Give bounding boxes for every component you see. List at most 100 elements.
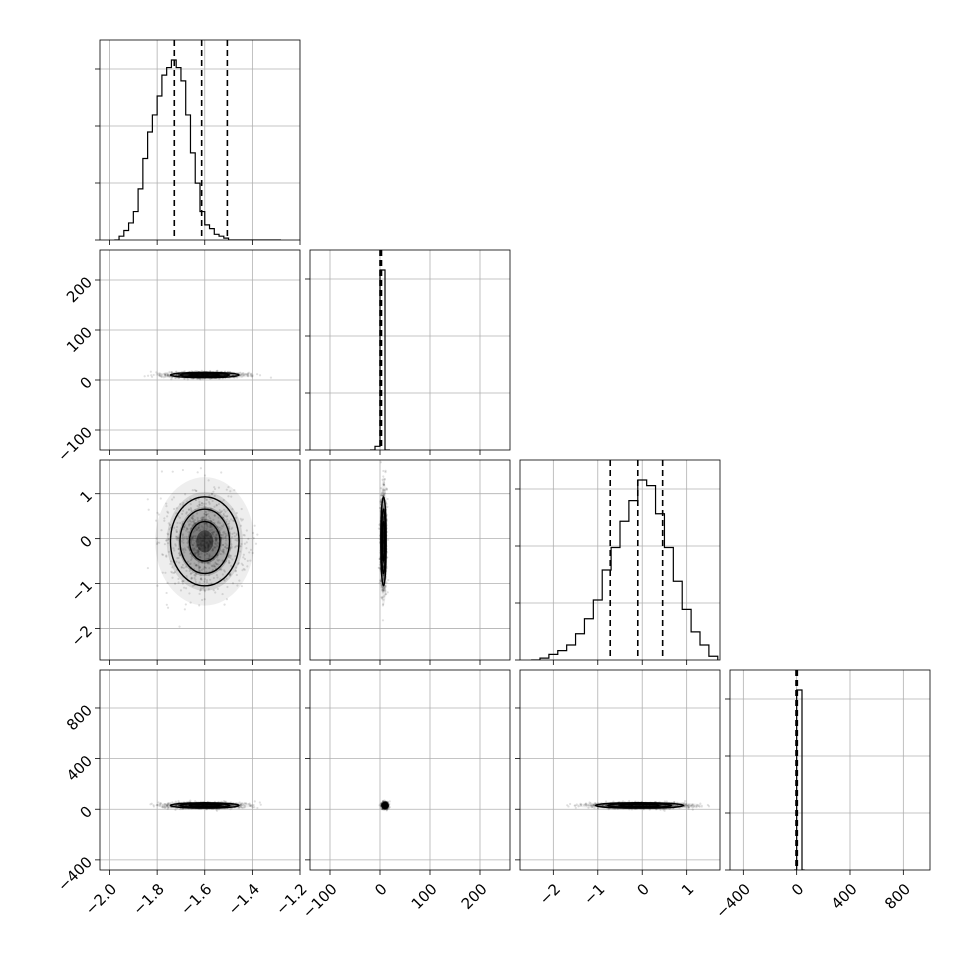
x-tick-label: −100 <box>299 880 341 922</box>
sample-point <box>236 537 239 540</box>
sample-point <box>251 375 254 378</box>
density-level-4 <box>382 530 385 553</box>
sample-point <box>381 589 384 592</box>
sample-point <box>171 498 174 501</box>
sample-point <box>178 552 181 555</box>
sample-point <box>191 571 194 574</box>
sample-point <box>166 807 169 811</box>
sample-point <box>160 373 163 376</box>
x-tick-label: 100 <box>408 880 441 913</box>
sample-point <box>222 514 225 517</box>
sample-point <box>205 542 208 545</box>
sample-point <box>212 565 215 568</box>
sample-point <box>201 519 204 522</box>
sample-point <box>193 573 196 577</box>
sample-point <box>387 807 390 810</box>
sample-point <box>167 803 170 806</box>
sample-point <box>205 557 208 560</box>
sample-point <box>200 552 203 555</box>
sample-point <box>243 542 246 545</box>
sample-point <box>169 806 173 809</box>
sample-point <box>214 539 217 542</box>
sample-point <box>189 503 192 506</box>
x-tick-label: −2.0 <box>82 880 120 918</box>
sample-point <box>199 588 202 592</box>
sample-point <box>198 550 201 553</box>
sample-point <box>212 518 215 521</box>
sample-point <box>179 522 182 525</box>
sample-point <box>384 471 387 474</box>
sample-point <box>210 519 213 523</box>
sample-point <box>155 542 159 546</box>
sample-point <box>163 543 167 546</box>
sample-point <box>189 506 192 510</box>
sample-point <box>202 502 205 505</box>
sample-point <box>211 531 214 534</box>
sample-point <box>211 565 214 568</box>
sample-point <box>203 549 207 552</box>
sample-point <box>385 487 388 490</box>
sample-point <box>382 469 385 473</box>
sample-point <box>225 598 229 601</box>
sample-point <box>181 468 185 472</box>
sample-point <box>239 802 242 806</box>
sample-point <box>164 374 167 377</box>
sample-point <box>217 563 220 566</box>
sample-point <box>222 548 225 551</box>
sample-point <box>156 372 159 375</box>
y-tick-label: 1 <box>77 487 96 506</box>
sample-point <box>222 523 225 526</box>
sample-point <box>152 805 156 808</box>
sample-point <box>223 530 226 533</box>
sample-point <box>215 563 219 566</box>
sample-point <box>208 529 212 532</box>
sample-point <box>241 806 244 810</box>
sample-point <box>146 498 149 501</box>
sample-point <box>143 375 146 378</box>
sample-point <box>197 550 200 554</box>
sample-point <box>200 576 203 580</box>
sample-point <box>206 550 210 553</box>
sample-point <box>193 529 196 532</box>
sample-point <box>202 526 205 529</box>
sample-point <box>216 544 219 548</box>
sample-point <box>213 565 216 568</box>
sample-point <box>186 528 189 531</box>
sample-point <box>210 528 213 531</box>
sample-point <box>220 568 223 571</box>
sample-point <box>169 560 173 563</box>
sample-point <box>228 522 231 525</box>
sample-point <box>214 561 217 564</box>
sample-point <box>203 553 206 557</box>
sample-point <box>201 535 204 538</box>
sample-point <box>220 525 223 528</box>
panel-frame <box>99 249 301 451</box>
sample-point <box>175 373 178 377</box>
sample-point <box>169 562 172 566</box>
sample-point <box>213 565 217 568</box>
sample-point <box>588 801 591 804</box>
sample-point <box>195 549 199 552</box>
sample-point <box>156 584 159 587</box>
sample-point <box>193 521 197 524</box>
sample-point <box>222 550 225 553</box>
sample-point <box>216 537 219 540</box>
sample-point <box>243 568 246 571</box>
sample-point <box>216 541 220 545</box>
sample-point <box>385 503 388 506</box>
sample-point <box>240 802 244 805</box>
sample-point <box>211 547 214 550</box>
sample-point <box>165 554 168 557</box>
sample-point <box>215 540 218 543</box>
sample-point <box>160 805 164 808</box>
sample-point <box>190 555 193 558</box>
sample-point <box>239 806 242 809</box>
sample-point <box>230 545 233 548</box>
sample-point <box>168 375 171 378</box>
sample-point <box>216 521 220 524</box>
sample-point <box>163 803 166 806</box>
sample-point <box>217 520 220 523</box>
sample-point <box>177 804 180 807</box>
sample-point <box>210 536 213 539</box>
sample-point <box>383 477 386 481</box>
